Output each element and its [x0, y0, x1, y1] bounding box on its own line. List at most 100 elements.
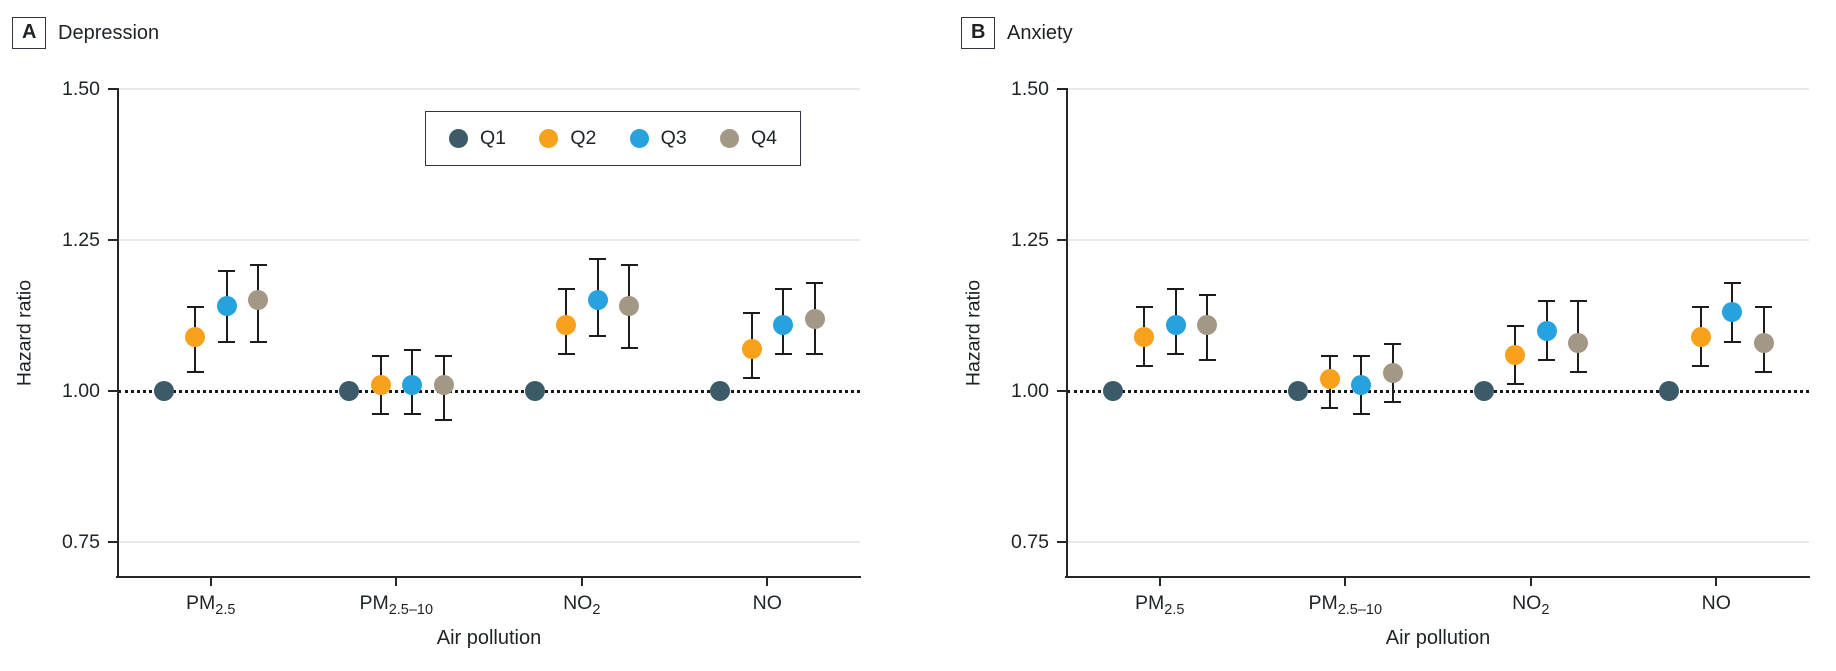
x-axis-tick: [395, 577, 398, 586]
y-tick-label: 0.75: [1011, 531, 1049, 553]
x-tick-label-no2: NO2: [1512, 592, 1550, 618]
gridline: [1067, 541, 1809, 543]
x-axis-label: Air pollution: [1385, 627, 1491, 649]
error-bar-cap-top: [743, 312, 760, 315]
y-axis-tick: [108, 239, 118, 241]
y-axis-tick: [108, 390, 118, 392]
error-bar-cap-bottom: [743, 376, 760, 379]
data-point-q3: [1722, 302, 1742, 323]
data-point-q2: [370, 374, 391, 395]
error-bar-cap-bottom: [557, 352, 575, 355]
x-tick-label-pm2.5: PM2.5: [186, 592, 236, 618]
panel-letter-b: B: [961, 17, 996, 49]
data-point-q1: [1288, 381, 1308, 401]
x-tick-label-pm2.5-10: PM2.5–10: [1308, 592, 1383, 618]
legend-item-q2: Q2: [539, 127, 596, 150]
error-bar-cap-bottom: [1506, 382, 1524, 385]
error-bar-cap-top: [1755, 306, 1772, 309]
legend-label-q4: Q4: [750, 127, 777, 149]
data-point-q3: [402, 374, 422, 395]
x-axis-tick: [1158, 577, 1161, 586]
panel-depression: A Depression Hazard ratio Air pollution …: [0, 0, 887, 671]
legend-label-q3: Q3: [660, 127, 687, 149]
legend-item-q1: Q1: [449, 127, 506, 150]
y-axis-tick: [1057, 390, 1067, 392]
error-bar-cap-top: [1198, 294, 1216, 297]
y-tick-label: 1.50: [1011, 78, 1049, 100]
error-bar-cap-top: [557, 288, 575, 291]
error-bar-cap-top: [403, 348, 421, 351]
data-point-q1: [339, 381, 359, 401]
data-point-q3: [773, 314, 793, 335]
y-axis-tick: [1057, 88, 1067, 90]
data-point-q4: [619, 296, 639, 317]
x-axis-line: [116, 576, 861, 578]
y-axis-tick: [1057, 541, 1067, 543]
y-axis-tick: [1057, 239, 1067, 241]
error-bar-cap-top: [435, 354, 452, 357]
x-axis-tick: [766, 577, 769, 586]
data-point-q1: [710, 381, 730, 401]
error-bar-cap-top: [1692, 306, 1709, 309]
data-point-q4: [1382, 362, 1403, 383]
error-bar-cap-bottom: [435, 419, 452, 422]
data-point-q2: [1319, 368, 1340, 389]
y-tick-label: 1.25: [1011, 229, 1049, 251]
error-bar-cap-top: [1352, 354, 1370, 357]
data-point-q3: [216, 296, 237, 317]
x-axis-tick: [209, 577, 212, 586]
reference-line-hr-1: [1067, 389, 1809, 393]
legend-label-q2: Q2: [570, 127, 597, 149]
y-axis-line: [117, 88, 119, 578]
x-tick-label-no: NO: [1701, 592, 1731, 614]
y-tick-label: 1.25: [62, 229, 100, 251]
error-bar-cap-top: [1321, 354, 1338, 357]
error-bar-cap-bottom: [1321, 407, 1338, 410]
legend-swatch-q4-icon: [719, 129, 739, 148]
y-tick-label: 0.75: [62, 531, 100, 553]
x-tick-label-pm2.5-10: PM2.5–10: [359, 592, 434, 618]
data-point-q3: [1351, 374, 1371, 395]
error-bar-cap-bottom: [1198, 358, 1216, 361]
y-axis-tick: [108, 88, 118, 90]
error-bar-cap-top: [372, 354, 389, 357]
y-axis-line: [1066, 88, 1068, 578]
error-bar-cap-bottom: [1384, 401, 1401, 404]
y-axis-tick: [108, 541, 118, 543]
error-bar-cap-top: [1135, 306, 1153, 309]
data-point-q1: [153, 381, 174, 401]
x-axis-line: [1065, 576, 1810, 578]
error-bar-cap-top: [1384, 342, 1401, 345]
legend-swatch-q2-icon: [539, 129, 559, 148]
error-bar-cap-top: [1538, 300, 1555, 303]
error-bar-cap-bottom: [1692, 364, 1709, 367]
data-point-q2: [556, 314, 576, 335]
plot-area-anxiety: 1.50 1.25 1.00 0.75 PM2.5 PM2.5–10 NO2 NO: [1011, 78, 1810, 617]
error-bar-cap-bottom: [218, 340, 235, 343]
data-point-q3: [587, 290, 608, 311]
data-point-q4: [1753, 332, 1774, 353]
legend-label-q1: Q1: [480, 127, 507, 149]
data-point-q2: [741, 338, 762, 359]
error-bar-cap-top: [806, 282, 823, 285]
data-point-q4: [433, 374, 454, 395]
legend-item-q4: Q4: [719, 127, 777, 150]
x-tick-label-pm2.5: PM2.5: [1135, 592, 1185, 618]
gridline: [118, 239, 860, 241]
error-bar-cap-top: [249, 264, 267, 267]
error-bar-cap-bottom: [403, 413, 421, 416]
error-bar-cap-top: [1569, 300, 1587, 303]
x-tick-label-no2: NO2: [563, 592, 601, 618]
legend: Q1 Q2 Q3 Q4: [425, 111, 801, 166]
error-bar-cap-bottom: [1135, 364, 1153, 367]
y-axis-label: Hazard ratio: [13, 279, 36, 387]
error-bar-cap-bottom: [1723, 340, 1741, 343]
data-point-q1: [1473, 381, 1494, 401]
gridline: [118, 541, 860, 543]
error-bar-cap-bottom: [620, 346, 638, 349]
error-bar-cap-bottom: [1569, 370, 1587, 373]
data-point-q2: [185, 326, 205, 347]
data-point-q4: [248, 290, 268, 311]
gridline: [1067, 239, 1809, 241]
data-point-q2: [1690, 326, 1711, 347]
